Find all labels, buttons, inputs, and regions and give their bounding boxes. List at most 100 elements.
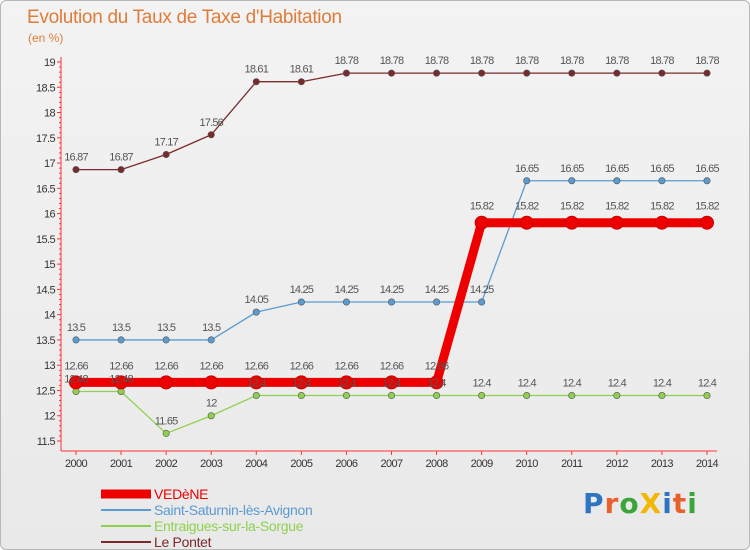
- data-point-saint-saturnin-l-s-avignon: [387, 298, 395, 306]
- data-point-entraigues-sur-la-sorgue: [252, 392, 260, 400]
- data-point-le-pontet: [613, 69, 621, 77]
- data-point-le-pontet: [658, 69, 666, 77]
- data-label-saint-saturnin-l-s-avignon: 14.25: [380, 284, 404, 296]
- data-label-le-pontet: 16.87: [64, 152, 88, 164]
- data-point-le-pontet: [252, 78, 260, 86]
- data-point-ved-ne: [609, 215, 624, 230]
- data-label-saint-saturnin-l-s-avignon: 13.5: [112, 322, 131, 334]
- x-tick-label: 2002: [155, 458, 178, 470]
- data-point-saint-saturnin-l-s-avignon: [703, 177, 711, 185]
- data-label-saint-saturnin-l-s-avignon: 13.5: [67, 322, 86, 334]
- x-tick-label: 2001: [110, 458, 133, 470]
- data-point-ved-ne: [339, 375, 354, 390]
- data-label-ved-ne: 12.66: [335, 360, 359, 372]
- data-label-ved-ne: 12.66: [245, 360, 269, 372]
- data-point-entraigues-sur-la-sorgue: [478, 392, 486, 400]
- data-point-saint-saturnin-l-s-avignon: [252, 308, 260, 316]
- data-label-le-pontet: 18.78: [605, 55, 629, 67]
- data-label-entraigues-sur-la-sorgue: 12.4: [608, 378, 627, 390]
- legend-label: Saint-Saturnin-lès-Avignon: [154, 502, 313, 518]
- data-point-le-pontet: [117, 166, 125, 174]
- data-point-saint-saturnin-l-s-avignon: [478, 298, 486, 306]
- data-label-entraigues-sur-la-sorgue: 12.4: [382, 378, 401, 390]
- data-point-le-pontet: [478, 69, 486, 77]
- data-label-saint-saturnin-l-s-avignon: 14.25: [290, 284, 314, 296]
- y-tick-label: 11.5: [37, 436, 56, 448]
- data-label-entraigues-sur-la-sorgue: 12.4: [563, 378, 582, 390]
- data-label-saint-saturnin-l-s-avignon: 14.25: [470, 284, 494, 296]
- chart-unit-label: (en %): [28, 31, 64, 45]
- legend-label: VEDèNE: [154, 486, 209, 502]
- data-point-entraigues-sur-la-sorgue: [568, 392, 576, 400]
- chart-title: Evolution du Taux de Taxe d'Habitation: [27, 7, 342, 28]
- logo-letter: o: [619, 487, 640, 520]
- data-point-entraigues-sur-la-sorgue: [162, 429, 170, 437]
- data-point-le-pontet: [297, 78, 305, 86]
- data-label-ved-ne: 12.66: [290, 360, 314, 372]
- data-label-entraigues-sur-la-sorgue: 12.4: [518, 378, 537, 390]
- data-point-entraigues-sur-la-sorgue: [387, 392, 395, 400]
- data-label-entraigues-sur-la-sorgue: 12.4: [698, 378, 717, 390]
- y-tick-label: 13: [44, 360, 56, 372]
- data-label-ved-ne: 15.82: [605, 201, 629, 213]
- data-label-ved-ne: 15.82: [695, 201, 719, 213]
- logo-letter: r: [604, 487, 620, 520]
- legend-swatch: [101, 541, 151, 543]
- data-label-le-pontet: 18.61: [245, 64, 269, 76]
- y-tick-label: 14: [44, 310, 56, 322]
- data-point-ved-ne: [564, 215, 579, 230]
- y-tick-label: 16: [44, 209, 56, 221]
- data-point-le-pontet: [72, 166, 80, 174]
- y-tick-label: 12: [44, 411, 56, 423]
- data-point-le-pontet: [523, 69, 531, 77]
- data-point-le-pontet: [703, 69, 711, 77]
- data-point-le-pontet: [207, 131, 215, 139]
- data-label-saint-saturnin-l-s-avignon: 16.65: [695, 163, 719, 175]
- data-label-entraigues-sur-la-sorgue: 12.4: [653, 378, 672, 390]
- y-tick-label: 14.5: [36, 284, 55, 296]
- data-label-entraigues-sur-la-sorgue: 12.4: [292, 378, 311, 390]
- data-label-saint-saturnin-l-s-avignon: 14.25: [335, 284, 359, 296]
- data-point-ved-ne: [294, 375, 309, 390]
- y-tick-label: 18.5: [36, 82, 55, 94]
- x-tick-label: 2014: [696, 458, 719, 470]
- data-label-entraigues-sur-la-sorgue: 11.65: [155, 415, 178, 427]
- logo-letter: i: [662, 487, 673, 520]
- x-tick-label: 2004: [245, 458, 268, 470]
- data-point-entraigues-sur-la-sorgue: [613, 392, 621, 400]
- data-point-saint-saturnin-l-s-avignon: [342, 298, 350, 306]
- data-point-saint-saturnin-l-s-avignon: [613, 177, 621, 185]
- data-label-saint-saturnin-l-s-avignon: 13.5: [157, 322, 176, 334]
- data-label-le-pontet: 18.61: [290, 64, 314, 76]
- data-label-ved-ne: 12.66: [199, 360, 223, 372]
- data-label-le-pontet: 18.78: [380, 55, 404, 67]
- data-point-ved-ne: [69, 375, 83, 390]
- logo-letter: i: [687, 487, 698, 520]
- data-point-saint-saturnin-l-s-avignon: [297, 298, 305, 306]
- data-label-ved-ne: 15.82: [650, 201, 674, 213]
- y-tick-label: 18: [44, 108, 56, 120]
- data-label-saint-saturnin-l-s-avignon: 16.65: [560, 163, 584, 175]
- data-label-entraigues-sur-la-sorgue: 12.4: [427, 378, 446, 390]
- data-point-le-pontet: [433, 69, 441, 77]
- data-point-le-pontet: [387, 69, 395, 77]
- x-tick-label: 2011: [561, 458, 583, 470]
- y-tick-label: 19: [44, 57, 56, 69]
- data-label-entraigues-sur-la-sorgue: 12.4: [247, 378, 266, 390]
- data-point-saint-saturnin-l-s-avignon: [568, 177, 576, 185]
- data-point-saint-saturnin-l-s-avignon: [658, 177, 666, 185]
- data-point-ved-ne: [429, 375, 444, 390]
- data-label-le-pontet: 18.78: [695, 55, 719, 67]
- data-label-saint-saturnin-l-s-avignon: 16.65: [605, 163, 629, 175]
- data-point-saint-saturnin-l-s-avignon: [433, 298, 441, 306]
- data-label-ved-ne: 15.82: [515, 201, 539, 213]
- data-point-saint-saturnin-l-s-avignon: [523, 177, 531, 185]
- y-tick-label: 13.5: [36, 335, 55, 347]
- data-point-saint-saturnin-l-s-avignon: [117, 336, 125, 344]
- data-point-entraigues-sur-la-sorgue: [342, 392, 350, 400]
- data-label-entraigues-sur-la-sorgue: 12.4: [337, 378, 356, 390]
- data-label-ved-ne: 12.66: [380, 360, 404, 372]
- data-point-ved-ne: [474, 215, 489, 230]
- data-point-entraigues-sur-la-sorgue: [658, 392, 666, 400]
